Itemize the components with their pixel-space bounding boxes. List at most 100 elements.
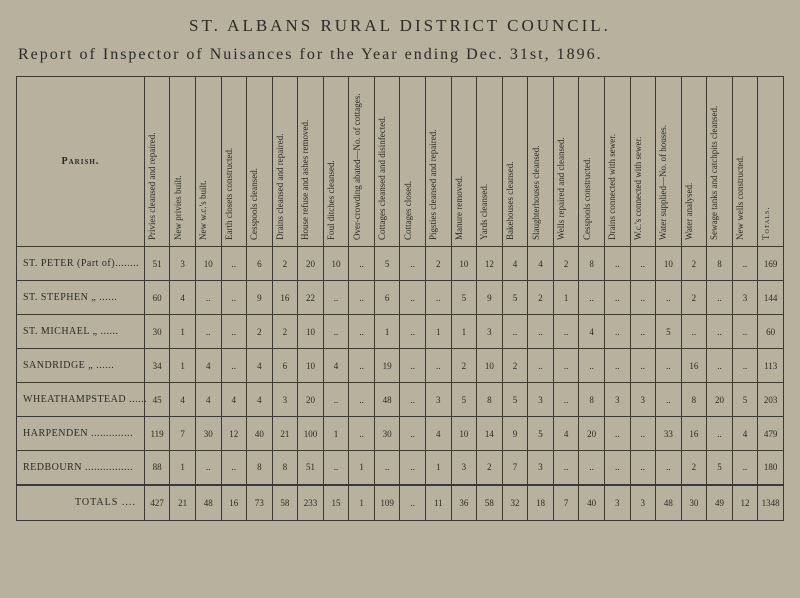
data-cell: 45 — [144, 383, 170, 417]
report-table: Parish. Privies cleansed and repaired. N… — [16, 76, 784, 521]
totals-row: TOTALS ....4272148167358233151109..11365… — [17, 485, 784, 521]
data-cell: .. — [349, 281, 375, 315]
table-row: REDBOURN ................881....8851..1.… — [17, 451, 784, 485]
data-cell: 8 — [579, 247, 605, 281]
data-cell: 40 — [247, 417, 273, 451]
data-cell: .. — [553, 349, 579, 383]
totals-cell: .. — [400, 485, 426, 521]
data-cell: 60 — [144, 281, 170, 315]
totals-cell: 73 — [247, 485, 273, 521]
data-cell: .. — [707, 281, 733, 315]
data-cell: 10 — [451, 417, 477, 451]
data-cell: .. — [349, 417, 375, 451]
table-row: HARPENDEN ..............1197301240211001… — [17, 417, 784, 451]
data-cell: 4 — [579, 315, 605, 349]
totals-cell: 1348 — [758, 485, 784, 521]
data-cell: .. — [323, 281, 349, 315]
data-cell: 48 — [374, 383, 400, 417]
data-cell: .. — [604, 281, 630, 315]
data-cell: 5 — [732, 383, 758, 417]
data-cell: 22 — [298, 281, 324, 315]
data-cell: 2 — [451, 349, 477, 383]
data-cell: .. — [502, 315, 528, 349]
parish-name: ST. MICHAEL „ ...... — [17, 315, 145, 349]
page-title: ST. ALBANS RURAL DISTRICT COUNCIL. — [16, 16, 784, 36]
data-cell: 4 — [502, 247, 528, 281]
data-cell: 2 — [247, 315, 273, 349]
data-cell: 10 — [298, 349, 324, 383]
data-cell: .. — [349, 247, 375, 281]
data-cell: 5 — [528, 417, 554, 451]
data-cell: 2 — [681, 451, 707, 485]
data-cell: 30 — [374, 417, 400, 451]
col-header: Slaughterhouses cleansed. — [528, 77, 554, 247]
data-cell: .. — [656, 451, 682, 485]
data-cell: .. — [195, 281, 221, 315]
data-cell: 30 — [195, 417, 221, 451]
data-cell: .. — [707, 315, 733, 349]
data-cell: .. — [732, 247, 758, 281]
data-cell: 100 — [298, 417, 324, 451]
data-cell: 4 — [221, 383, 247, 417]
data-cell: .. — [221, 281, 247, 315]
data-cell: 1 — [170, 451, 196, 485]
data-cell: 10 — [656, 247, 682, 281]
data-cell: 10 — [451, 247, 477, 281]
data-cell: 21 — [272, 417, 298, 451]
data-cell: 9 — [247, 281, 273, 315]
col-header-totals: Totals. — [758, 77, 784, 247]
totals-cell: 7 — [553, 485, 579, 521]
totals-cell: 58 — [477, 485, 503, 521]
data-cell: .. — [221, 349, 247, 383]
data-cell: .. — [630, 281, 656, 315]
data-cell: 12 — [477, 247, 503, 281]
data-cell: 20 — [298, 383, 324, 417]
totals-cell: 40 — [579, 485, 605, 521]
data-cell: .. — [604, 349, 630, 383]
col-header: Water supplied—No. of houses. — [656, 77, 682, 247]
data-cell: 2 — [681, 281, 707, 315]
data-cell: 203 — [758, 383, 784, 417]
data-cell: .. — [604, 315, 630, 349]
data-cell: 7 — [502, 451, 528, 485]
data-cell: 10 — [195, 247, 221, 281]
totals-label: TOTALS .... — [17, 485, 145, 521]
data-cell: 3 — [272, 383, 298, 417]
data-cell: 479 — [758, 417, 784, 451]
col-header: Manure removed. — [451, 77, 477, 247]
data-cell: 3 — [477, 315, 503, 349]
totals-cell: 233 — [298, 485, 324, 521]
data-cell: 8 — [681, 383, 707, 417]
data-cell: 16 — [681, 417, 707, 451]
table-row: ST. MICHAEL „ ......301....2210....1..11… — [17, 315, 784, 349]
data-cell: 3 — [426, 383, 452, 417]
data-cell: 9 — [502, 417, 528, 451]
data-cell: 20 — [298, 247, 324, 281]
data-cell: .. — [400, 349, 426, 383]
data-cell: .. — [553, 383, 579, 417]
data-cell: .. — [630, 451, 656, 485]
data-cell: 1 — [553, 281, 579, 315]
data-cell: 20 — [707, 383, 733, 417]
data-cell: 169 — [758, 247, 784, 281]
totals-cell: 18 — [528, 485, 554, 521]
data-cell: 51 — [298, 451, 324, 485]
data-cell: 5 — [374, 247, 400, 281]
data-cell: .. — [579, 281, 605, 315]
data-cell: 16 — [681, 349, 707, 383]
col-header: Cottages cleansed and disinfected. — [374, 77, 400, 247]
parish-name: SANDRIDGE „ ...... — [17, 349, 145, 383]
table-row: WHEATHAMPSTEAD ......454444320....48..35… — [17, 383, 784, 417]
col-header: Yards cleansed. — [477, 77, 503, 247]
col-header: Foul ditches cleansed. — [323, 77, 349, 247]
col-header: Privies cleansed and repaired. — [144, 77, 170, 247]
data-cell: .. — [349, 315, 375, 349]
data-cell: 144 — [758, 281, 784, 315]
data-cell: 20 — [579, 417, 605, 451]
data-cell: 5 — [502, 281, 528, 315]
data-cell: 9 — [477, 281, 503, 315]
data-cell: 3 — [170, 247, 196, 281]
data-cell: 3 — [528, 383, 554, 417]
data-cell: 4 — [553, 417, 579, 451]
data-cell: 4 — [195, 349, 221, 383]
